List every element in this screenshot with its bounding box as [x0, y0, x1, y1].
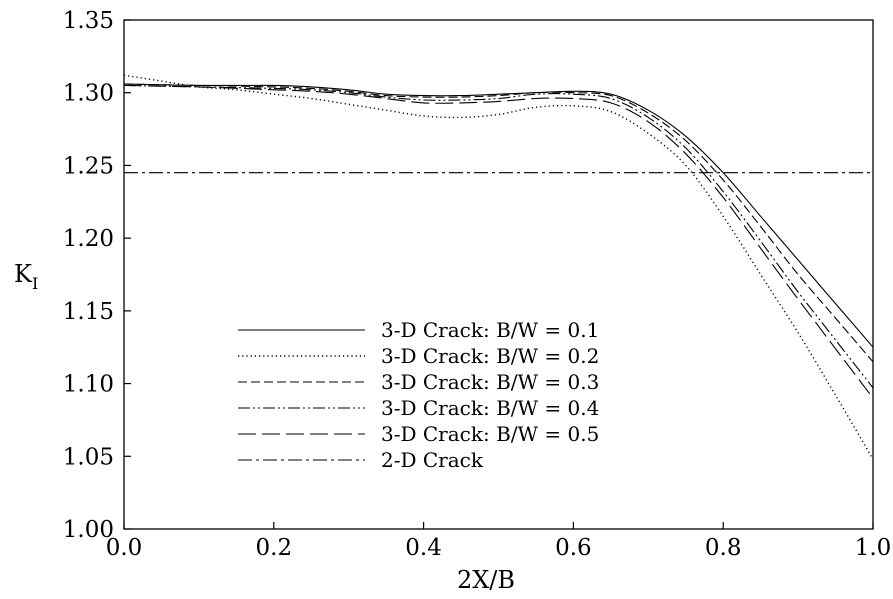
y-tick-label: 1.30: [63, 81, 114, 107]
x-tick-label: 0.4: [405, 535, 442, 561]
x-tick-label: 1.0: [855, 535, 892, 561]
y-tick-label: 1.35: [63, 8, 114, 34]
legend-label-2: 3-D Crack: B/W = 0.2: [381, 344, 599, 368]
y-axis-title: KI: [14, 260, 38, 293]
plot-frame: [123, 19, 874, 530]
x-axis-title: 2X/B: [457, 566, 515, 594]
y-tick-label: 1.15: [63, 299, 114, 325]
series-line-5: [123, 84, 874, 399]
series-line-3: [123, 83, 874, 363]
legend-label-3: 3-D Crack: B/W = 0.3: [381, 370, 599, 394]
x-tick-label: 0.2: [256, 535, 293, 561]
y-axis-title-sub: I: [32, 274, 38, 293]
y-tick-label: 1.10: [63, 372, 114, 398]
series-line-4: [123, 84, 874, 389]
legend-label-1: 3-D Crack: B/W = 0.1: [381, 318, 599, 342]
x-tick-label: 0.6: [555, 535, 592, 561]
legend-label-4: 3-D Crack: B/W = 0.4: [381, 396, 599, 420]
legend-label-5: 3-D Crack: B/W = 0.5: [381, 422, 599, 446]
series-line-2: [123, 74, 874, 460]
ticks-layer: 0.0 0.2 0.4 0.6 0.8 1.0 1.00 1.05 1.10 1.15 1.20 1.…: [63, 8, 892, 561]
y-tick-label: 1.05: [63, 444, 114, 470]
series-line-1: [123, 83, 874, 348]
legend-label-6: 2-D Crack: [381, 448, 484, 472]
y-tick-label: 1.00: [63, 517, 114, 543]
y-tick-label: 1.25: [63, 153, 114, 179]
y-tick-label: 1.20: [63, 226, 114, 252]
y-axis-title-main: K: [14, 260, 33, 288]
legend: 3-D Crack: B/W = 0.13-D Crack: B/W = 0.2…: [238, 318, 599, 472]
x-tick-label: 0.0: [106, 535, 143, 561]
series-layer: [123, 74, 874, 460]
x-tick-label: 0.8: [705, 535, 742, 561]
